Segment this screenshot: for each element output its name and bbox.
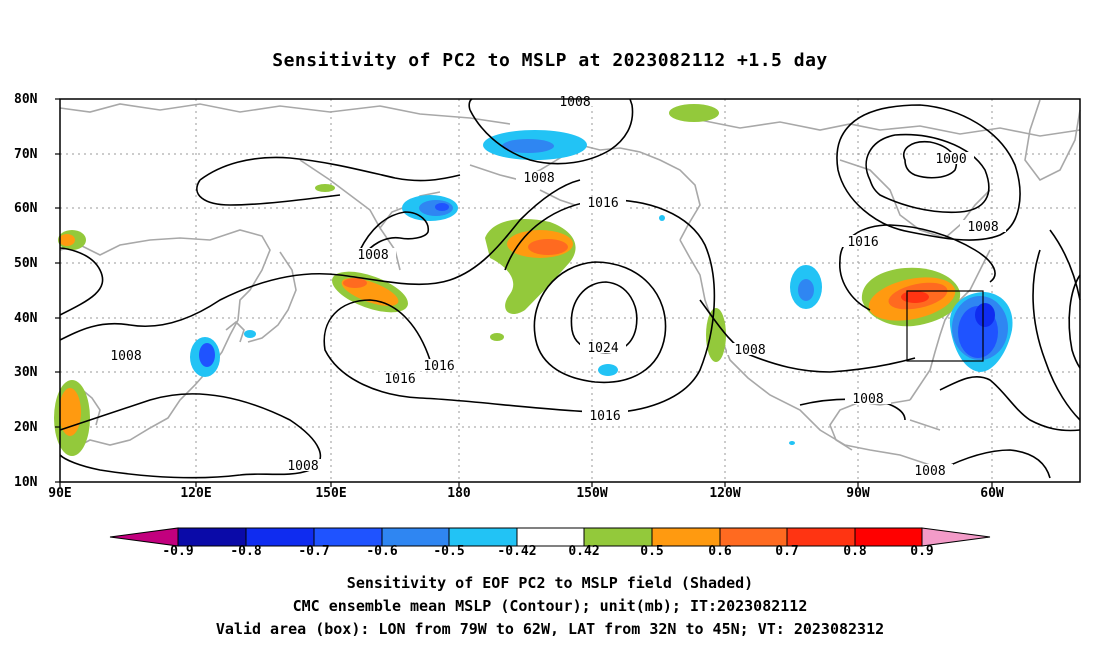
contour-labels: 1008 1008 1000 1008 1016 1016 1008 1008 … <box>103 94 1006 479</box>
contour-label: 1008 <box>734 343 765 358</box>
caption-valid-area: Valid area (box): LON from 79W to 62W, L… <box>215 620 885 638</box>
contour-label: 1008 <box>967 220 998 235</box>
mslp-contours <box>59 98 1081 479</box>
lat-label: 80N <box>14 92 38 107</box>
lat-label: 70N <box>14 147 38 162</box>
lat-label: 20N <box>14 420 38 435</box>
contour-label: 1024 <box>587 341 618 356</box>
colorbar <box>109 527 991 547</box>
map-title: Sensitivity of PC2 to MSLP at 2023082112… <box>272 50 828 71</box>
contour-label: 1016 <box>847 235 878 250</box>
axis-ticks <box>55 98 993 487</box>
colorbar-label: -0.6 <box>366 544 398 559</box>
plot-frame <box>59 98 1081 483</box>
caption-shading: Sensitivity of EOF PC2 to MSLP field (Sh… <box>346 574 754 592</box>
colorbar-label: 0.42 <box>568 544 600 559</box>
colorbar-label: -0.42 <box>497 544 537 559</box>
lon-label: 150E <box>315 486 347 501</box>
lon-label: 120W <box>709 486 741 501</box>
lon-label: 90W <box>846 486 870 501</box>
lon-label: 180 <box>447 486 471 501</box>
contour-label: 1008 <box>523 171 554 186</box>
contour-label: 1008 <box>852 392 883 407</box>
contour-label: 1000 <box>935 152 966 167</box>
colorbar-label: 0.7 <box>775 544 799 559</box>
lon-label: 150W <box>576 486 608 501</box>
contour-label: 1008 <box>357 248 388 263</box>
contour-label: 1008 <box>287 459 318 474</box>
contour-label: 1016 <box>589 409 620 424</box>
colorbar-label: 0.9 <box>910 544 934 559</box>
colorbar-label: 0.6 <box>708 544 732 559</box>
sensitivity-shading <box>54 104 1013 456</box>
lon-label: 90E <box>48 486 72 501</box>
lat-label: 50N <box>14 256 38 271</box>
colorbar-label: -0.7 <box>298 544 330 559</box>
contour-label: 1008 <box>110 349 141 364</box>
colorbar-label: 0.8 <box>843 544 867 559</box>
lon-label: 60W <box>980 486 1004 501</box>
colorbar-label: -0.5 <box>433 544 465 559</box>
valid-area-box <box>906 290 984 362</box>
lat-label: 10N <box>14 475 38 490</box>
lon-label: 120E <box>180 486 212 501</box>
contour-label: 1016 <box>384 372 415 387</box>
contour-label: 1008 <box>914 464 945 479</box>
colorbar-label: -0.8 <box>230 544 262 559</box>
lat-label: 40N <box>14 311 38 326</box>
contour-label: 1016 <box>587 196 618 211</box>
contour-label: 1016 <box>423 359 454 374</box>
lat-label: 60N <box>14 201 38 216</box>
colorbar-segment <box>921 527 991 547</box>
lat-label: 30N <box>14 365 38 380</box>
contour-label: 1008 <box>559 95 590 110</box>
colorbar-label: 0.5 <box>640 544 664 559</box>
caption-contour: CMC ensemble mean MSLP (Contour); unit(m… <box>292 597 808 615</box>
colorbar-label: -0.9 <box>162 544 194 559</box>
